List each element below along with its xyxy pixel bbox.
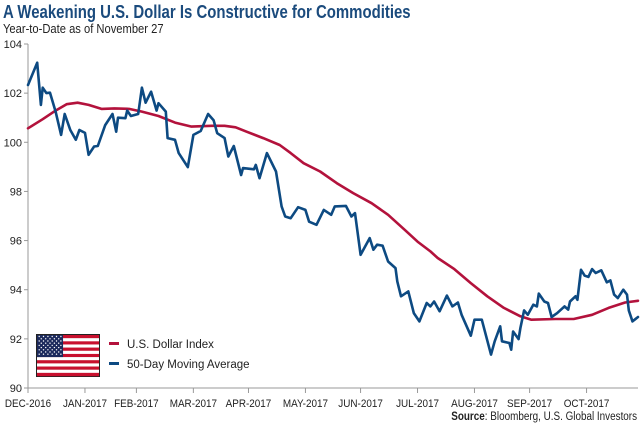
flag-star [51, 344, 53, 347]
legend-swatch-dollar-index [109, 342, 119, 345]
y-tick-label: 92 [10, 334, 22, 346]
flag-star [58, 342, 60, 344]
flag-stripe [37, 335, 99, 339]
flag-star [38, 335, 40, 338]
flag-star [45, 351, 47, 353]
flag-star [60, 353, 62, 355]
flag-star [51, 349, 53, 351]
flag-stripe [37, 360, 99, 364]
x-tick-label: DEC-2016 [5, 399, 51, 411]
x-tick-label: FEB-2017 [114, 399, 159, 411]
flag-star [38, 344, 40, 347]
flag-star [45, 346, 47, 349]
flag-star [47, 340, 49, 342]
x-tick-label: AUG-2017 [451, 399, 498, 411]
x-tick-label: MAY-2017 [283, 399, 328, 411]
flag-star [49, 342, 51, 344]
flag-stripe [37, 338, 99, 342]
series-line-moving-average [26, 61, 640, 356]
flag-stripe [37, 353, 99, 358]
flag-star [42, 340, 45, 342]
flag-star [47, 353, 49, 355]
flag-star [40, 346, 42, 349]
flag-star [40, 338, 42, 340]
series-lines [26, 61, 640, 356]
source-text: : Bloomberg, U.S. Global Investors [484, 411, 637, 423]
y-tick-label: 104 [4, 39, 22, 51]
y-tick-label: 94 [10, 285, 22, 297]
flag-star [40, 351, 42, 353]
flag-star [55, 335, 58, 338]
x-tick-label: MAR-2017 [170, 399, 217, 411]
y-tick-label: 102 [4, 88, 22, 100]
legend-swatch-moving-average [109, 362, 119, 365]
flag-star [49, 338, 51, 340]
flag-star [51, 335, 53, 338]
flag-star [58, 351, 60, 353]
flag-stripe [37, 369, 99, 374]
flag-star [42, 353, 45, 355]
x-tick-label: JUN-2017 [338, 399, 383, 411]
flag-star [60, 344, 62, 347]
flag-star [47, 349, 49, 351]
flag-star [55, 353, 58, 355]
axes: 90 92 94 96 98 100 102 104 DEC-2016 JAN-2017 FEB-2… [4, 39, 638, 410]
flag-stripe [37, 347, 99, 351]
flag-star [47, 335, 49, 338]
flag-star [53, 351, 56, 353]
legend: U.S. Dollar Index 50-Day Moving Average [36, 334, 250, 377]
flag-stripe [37, 372, 99, 377]
y-tick-label: 98 [10, 186, 22, 198]
flag-star [49, 351, 51, 353]
x-tick-label: JAN-2017 [63, 399, 107, 411]
flag-star [60, 340, 62, 342]
flag-stripe [37, 366, 99, 370]
source-note: Source: Bloomberg, U.S. Global Investors [451, 411, 637, 423]
flag-star [58, 346, 60, 349]
flag-star [53, 338, 56, 340]
flag-star [55, 340, 58, 342]
flag-star [49, 346, 51, 349]
flag-star [42, 349, 45, 351]
source-label: Source [451, 411, 485, 423]
y-tick-label: 100 [4, 137, 22, 149]
us-flag-icon [36, 334, 100, 377]
flag-star [45, 342, 47, 344]
flag-stripe [37, 357, 99, 361]
flag-star [55, 344, 58, 347]
chart-subtitle: Year-to-Date as of November 27 [3, 21, 164, 36]
y-tick-label: 96 [10, 236, 22, 248]
flag-stripe [37, 363, 99, 367]
x-tick-label: JUL-2017 [396, 399, 439, 411]
legend-label-dollar-index: U.S. Dollar Index [127, 339, 214, 351]
flag-star [60, 349, 62, 351]
flag-star [47, 344, 49, 347]
flag-star [51, 340, 53, 342]
legend-label-moving-average: 50-Day Moving Average [127, 359, 250, 371]
flag-star [42, 335, 45, 338]
flag-stripe [37, 341, 99, 345]
chart-title: A Weakening U.S. Dollar Is Constructive … [3, 2, 411, 22]
flag-star [38, 340, 40, 342]
y-tick-label: 90 [10, 383, 22, 395]
flag-stripe [37, 344, 99, 348]
flag-star [38, 353, 40, 355]
flag-star [51, 353, 53, 355]
x-tick-label: SEP-2017 [507, 399, 552, 411]
flag-star [40, 342, 42, 344]
flag-stripe [37, 350, 99, 355]
flag-star [53, 346, 56, 349]
flag-star [42, 344, 45, 347]
flag-star [38, 349, 40, 351]
flag-star [55, 349, 58, 351]
flag-star [45, 338, 47, 340]
flag-star [58, 338, 60, 340]
flag-star [60, 335, 62, 338]
flag-star [53, 342, 56, 344]
x-tick-label: OCT-2017 [564, 399, 610, 411]
x-tick-label: APR-2017 [226, 399, 272, 411]
